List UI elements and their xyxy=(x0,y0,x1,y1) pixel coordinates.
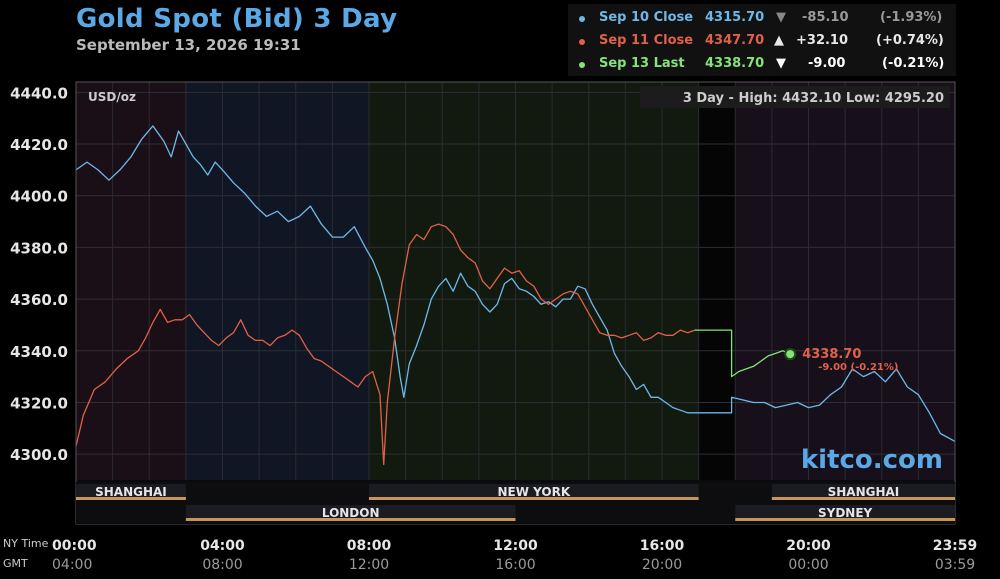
session-bar xyxy=(369,497,699,500)
session-block xyxy=(185,505,516,521)
legend-dot-icon xyxy=(579,62,585,68)
session-bar xyxy=(771,497,955,500)
kitco-watermark: kitco.com xyxy=(801,445,943,475)
x-tick-label-ny: 12:00 xyxy=(493,538,538,554)
x-tick-label-gmt: 03:59 xyxy=(935,557,975,573)
y-tick-label: 4400.0 xyxy=(10,188,68,206)
ny-time-label: NY Time xyxy=(3,537,49,550)
legend-percent: (-1.93%) xyxy=(880,10,943,25)
up-arrow-icon: ▲ xyxy=(774,33,784,48)
y-tick-label: 4320.0 xyxy=(10,394,68,412)
last-point-marker xyxy=(786,350,795,359)
legend-dot-icon xyxy=(579,39,585,45)
session-label: SHANGHAI xyxy=(95,485,167,499)
legend-label: Sep 10 Close xyxy=(599,10,694,25)
x-tick-label-gmt: 08:00 xyxy=(202,557,242,573)
chart-timestamp: September 13, 2026 19:31 xyxy=(76,36,301,54)
legend-change: -85.10 xyxy=(802,10,849,25)
y-tick-label: 4340.0 xyxy=(10,343,68,361)
gmt-label: GMT xyxy=(3,557,28,570)
legend-percent: (+0.74%) xyxy=(876,33,944,48)
y-tick-label: 4300.0 xyxy=(10,446,68,464)
legend-row-sep11: Sep 11 Close 4347.70 ▲ +32.10 (+0.74%) xyxy=(568,33,956,55)
down-arrow-icon: ▼ xyxy=(776,10,786,25)
legend-label: Sep 11 Close xyxy=(599,33,694,48)
session-block xyxy=(771,484,955,500)
session-label: SYDNEY xyxy=(818,506,873,520)
unit-label: USD/oz xyxy=(88,90,136,104)
x-tick-label-gmt: 16:00 xyxy=(495,557,535,573)
last-price-label: 4338.70 xyxy=(802,347,861,362)
x-tick-label-ny: 00:00 xyxy=(52,538,97,554)
session-shade xyxy=(369,82,699,480)
legend-price: 4338.70 xyxy=(705,56,765,71)
y-tick-label: 4440.0 xyxy=(10,84,68,102)
last-change-label: -9.00 (-0.21%) xyxy=(818,362,898,373)
x-tick-label-gmt: 04:00 xyxy=(52,557,92,573)
price-legend: Sep 10 Close 4315.70 ▼ -85.10 (-1.93%) S… xyxy=(568,4,956,76)
session-label: NEW YORK xyxy=(497,485,570,499)
legend-dot-icon xyxy=(579,16,585,22)
series-line-sep-13-last xyxy=(695,329,791,378)
series-line-sep-10-close xyxy=(75,125,955,442)
session-bar xyxy=(735,518,955,521)
x-tick-label-gmt: 12:00 xyxy=(349,557,389,573)
session-shade xyxy=(698,82,736,480)
session-shade xyxy=(76,82,186,480)
x-tick-label-ny: 20:00 xyxy=(786,538,831,554)
session-bar xyxy=(76,497,186,500)
session-block xyxy=(76,484,186,500)
legend-row-sep10: Sep 10 Close 4315.70 ▼ -85.10 (-1.93%) xyxy=(568,10,956,32)
x-tick-label-ny: 08:00 xyxy=(347,538,392,554)
session-label: SHANGHAI xyxy=(828,485,900,499)
range-text: 3 Day - High: 4432.10 Low: 4295.20 xyxy=(683,91,944,106)
legend-label: Sep 13 Last xyxy=(599,56,685,71)
session-bar xyxy=(185,518,516,521)
x-tick-label-gmt: 20:00 xyxy=(642,557,682,573)
session-block xyxy=(369,484,699,500)
x-tick-label-ny: 23:59 xyxy=(933,538,978,554)
series-line-sep-11-close xyxy=(75,223,696,466)
range-box xyxy=(640,86,950,108)
x-tick-label-ny: 04:00 xyxy=(200,538,245,554)
chart-title: Gold Spot (Bid) 3 Day xyxy=(76,4,398,34)
legend-price: 4347.70 xyxy=(705,33,765,48)
y-tick-label: 4360.0 xyxy=(10,291,68,309)
legend-row-sep13: Sep 13 Last 4338.70 ▼ -9.00 (-0.21%) xyxy=(568,56,956,78)
session-shade xyxy=(185,82,369,480)
session-label: LONDON xyxy=(322,506,380,520)
y-tick-label: 4420.0 xyxy=(10,136,68,154)
x-tick-label-ny: 16:00 xyxy=(640,538,685,554)
legend-change: -9.00 xyxy=(808,56,846,71)
session-block xyxy=(735,505,955,521)
legend-percent: (-0.21%) xyxy=(882,56,945,71)
down-arrow-icon: ▼ xyxy=(776,56,786,71)
legend-change: +32.10 xyxy=(796,33,849,48)
legend-price: 4315.70 xyxy=(705,10,765,25)
y-tick-label: 4380.0 xyxy=(10,239,68,257)
x-tick-label-gmt: 00:00 xyxy=(788,557,828,573)
